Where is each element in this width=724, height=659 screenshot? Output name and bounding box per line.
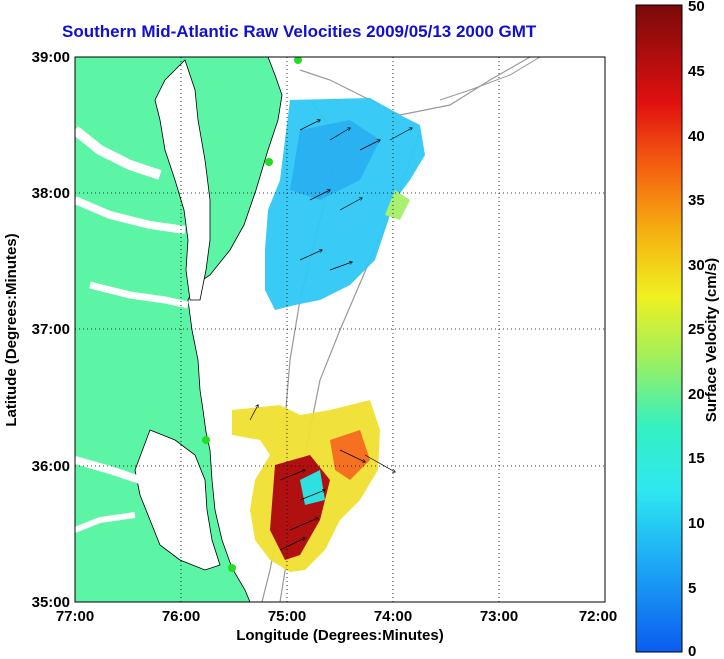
colorbar-label: Surface Velocity (cm/s)	[703, 258, 720, 422]
colorbar-tick-label: 30	[688, 257, 705, 274]
y-tick-label: 36:00	[32, 458, 70, 475]
colorbar	[635, 4, 683, 653]
x-tick-label: 76:00	[162, 608, 200, 625]
y-axis-label: Latitude (Degrees:Minutes)	[3, 233, 20, 426]
colorbar-tick-label: 10	[688, 515, 705, 532]
y-tick-label: 37:00	[32, 321, 70, 338]
radar-station-2	[265, 158, 273, 166]
x-tick-label: 75:00	[268, 608, 306, 625]
colorbar-tick-label: 40	[688, 128, 705, 145]
y-tick-label: 35:00	[32, 594, 70, 611]
plot-frame	[74, 56, 606, 603]
x-tick-label: 74:00	[374, 608, 412, 625]
colorbar-tick-label: 50	[688, 0, 705, 15]
map-title: Southern Mid-Atlantic Raw Velocities 200…	[62, 22, 537, 41]
colorbar-tick-label: 35	[688, 192, 705, 209]
x-tick-label: 73:00	[480, 608, 518, 625]
colorbar-tick-label: 0	[688, 643, 696, 659]
x-tick-label: 77:00	[56, 608, 94, 625]
pamlico-sound	[134, 429, 221, 571]
radar-station-1	[294, 57, 302, 64]
chesapeake-bay	[154, 59, 211, 301]
x-axis-label: Longitude (Degrees:Minutes)	[236, 627, 444, 644]
y-tick-label: 38:00	[32, 185, 70, 202]
colorbar-tick-label: 45	[688, 63, 705, 80]
map-grid	[75, 57, 605, 602]
colorbar-tick-label: 5	[688, 580, 696, 597]
x-tick-label: 72:00	[579, 608, 617, 625]
radar-stations	[202, 57, 302, 572]
radar-station-3	[202, 436, 210, 444]
colorbar-tick-label: 20	[688, 386, 705, 403]
colorbar-tick-label: 15	[688, 450, 705, 467]
radar-station-4	[228, 564, 236, 572]
land-mass	[75, 57, 283, 602]
velocity-vectors	[249, 120, 412, 551]
colorbar-tick-label: 25	[688, 321, 705, 338]
y-tick-label: 39:00	[32, 49, 70, 66]
